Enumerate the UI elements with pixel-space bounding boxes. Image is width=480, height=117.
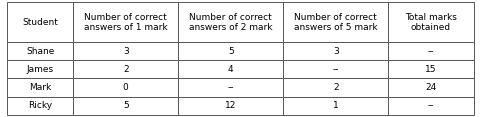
Bar xyxy=(178,97,283,115)
Text: 5: 5 xyxy=(122,101,128,110)
Text: 2: 2 xyxy=(332,83,338,92)
Bar xyxy=(7,97,73,115)
Text: --: -- xyxy=(332,65,338,74)
Bar xyxy=(387,2,473,42)
Bar xyxy=(178,60,283,78)
Text: Shane: Shane xyxy=(26,47,54,56)
Bar xyxy=(387,78,473,97)
Bar xyxy=(73,42,178,60)
Bar xyxy=(7,60,73,78)
Bar xyxy=(387,60,473,78)
Text: 2: 2 xyxy=(122,65,128,74)
Text: Number of correct
answers of 5 mark: Number of correct answers of 5 mark xyxy=(293,13,377,32)
Bar xyxy=(178,2,283,42)
Bar xyxy=(73,2,178,42)
Bar xyxy=(387,42,473,60)
Bar xyxy=(178,42,283,60)
Bar xyxy=(73,60,178,78)
Text: 15: 15 xyxy=(424,65,436,74)
Bar xyxy=(283,2,387,42)
Bar xyxy=(283,42,387,60)
Bar xyxy=(7,42,73,60)
Text: --: -- xyxy=(427,47,433,56)
Text: 4: 4 xyxy=(228,65,233,74)
Text: James: James xyxy=(26,65,54,74)
Text: Total marks
obtained: Total marks obtained xyxy=(404,13,456,32)
Text: --: -- xyxy=(427,101,433,110)
Bar xyxy=(7,2,73,42)
Bar xyxy=(283,60,387,78)
Text: Number of correct
answers of 2 mark: Number of correct answers of 2 mark xyxy=(189,13,272,32)
Text: 24: 24 xyxy=(424,83,436,92)
Bar xyxy=(178,78,283,97)
Bar xyxy=(7,78,73,97)
Bar xyxy=(73,78,178,97)
Text: 0: 0 xyxy=(122,83,128,92)
Bar xyxy=(387,97,473,115)
Bar xyxy=(283,78,387,97)
Bar xyxy=(73,97,178,115)
Text: Mark: Mark xyxy=(29,83,51,92)
Text: 5: 5 xyxy=(228,47,233,56)
Text: Student: Student xyxy=(22,18,58,27)
Text: 12: 12 xyxy=(225,101,236,110)
Text: 3: 3 xyxy=(332,47,338,56)
Text: Ricky: Ricky xyxy=(28,101,52,110)
Text: Number of correct
answers of 1 mark: Number of correct answers of 1 mark xyxy=(84,13,167,32)
Text: 3: 3 xyxy=(122,47,128,56)
Bar xyxy=(283,97,387,115)
Text: --: -- xyxy=(227,83,233,92)
Text: 1: 1 xyxy=(332,101,338,110)
